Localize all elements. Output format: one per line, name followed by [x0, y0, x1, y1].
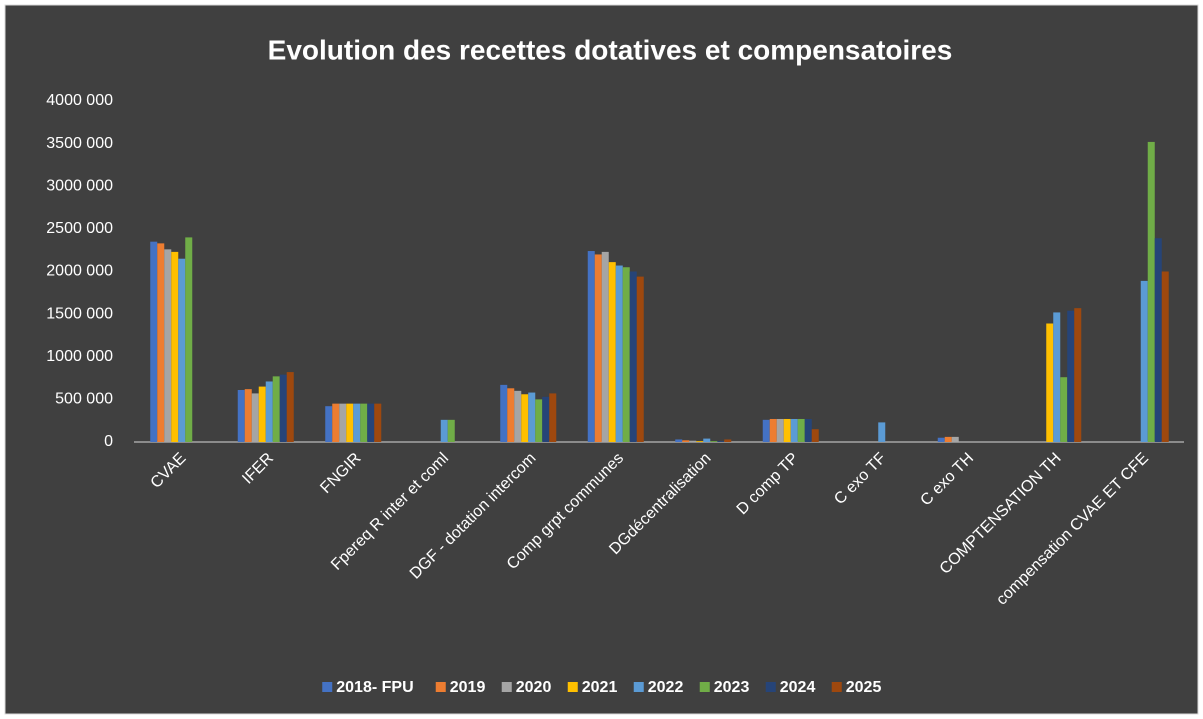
- bar: [440, 419, 448, 442]
- bar: [717, 441, 725, 442]
- bar: [1053, 312, 1061, 442]
- bar: [878, 422, 886, 442]
- bar: [783, 418, 791, 442]
- legend-swatch: [765, 682, 776, 692]
- y-tick-label: 1500 000: [46, 305, 113, 322]
- bar: [1161, 271, 1169, 442]
- bar: [258, 386, 266, 442]
- bar: [1046, 323, 1054, 442]
- y-tick-label: 500 000: [55, 391, 113, 408]
- bar: [346, 403, 354, 442]
- bar: [944, 436, 952, 442]
- bar: [279, 374, 287, 442]
- legend-swatch: [435, 682, 446, 692]
- bar: [790, 418, 798, 442]
- y-tick-label: 0: [104, 433, 113, 450]
- bar: [1147, 141, 1155, 443]
- bar: [244, 389, 252, 442]
- bar: [171, 251, 179, 442]
- bar: [265, 381, 273, 442]
- chart-title: Evolution des recettes dotatives et comp…: [268, 34, 953, 65]
- bar: [608, 262, 616, 442]
- bar: [937, 437, 945, 442]
- bar: [724, 439, 732, 442]
- bar: [325, 406, 333, 442]
- y-tick-label: 3000 000: [46, 177, 113, 194]
- bar: [601, 251, 609, 442]
- legend-label: 2019: [450, 679, 486, 696]
- bar: [1140, 280, 1148, 442]
- bar: [762, 419, 770, 442]
- y-tick-label: 1000 000: [46, 348, 113, 365]
- bar: [594, 254, 602, 442]
- bar: [507, 388, 515, 442]
- bar: [615, 265, 623, 442]
- bar: [237, 389, 245, 442]
- bar: [689, 440, 697, 442]
- legend-swatch: [567, 682, 578, 692]
- bar: [703, 438, 711, 442]
- bar: [367, 403, 375, 442]
- bar: [353, 403, 361, 442]
- bar: [696, 441, 704, 442]
- bar: [535, 399, 543, 442]
- bar: [514, 390, 522, 442]
- bar: [636, 276, 644, 442]
- bar: [682, 440, 690, 442]
- bar: [1067, 310, 1075, 442]
- bar: [374, 403, 382, 442]
- legend-swatch: [831, 682, 842, 692]
- bar: [951, 436, 959, 442]
- bar: [1074, 308, 1082, 442]
- legend-label: 2024: [780, 679, 816, 696]
- bar: [251, 393, 259, 442]
- legend-label: 2021: [582, 679, 618, 696]
- bar: [178, 258, 186, 442]
- bar: [164, 249, 172, 442]
- bar: [1060, 377, 1068, 442]
- bar: [500, 384, 508, 442]
- legend-swatch: [699, 682, 710, 692]
- bar: [797, 418, 805, 442]
- bar: [339, 403, 347, 442]
- bar: [185, 237, 193, 442]
- y-tick-label: 2000 000: [46, 263, 113, 280]
- bar: [157, 243, 165, 442]
- bar: [769, 418, 777, 442]
- legend-label: 2018- FPU: [336, 679, 413, 696]
- legend-label: 2023: [714, 679, 750, 696]
- bar: [150, 241, 158, 442]
- legend-swatch: [322, 682, 333, 692]
- bar: [360, 403, 368, 442]
- bar: [675, 439, 683, 442]
- legend-label: 2025: [846, 679, 882, 696]
- y-tick-label: 3500 000: [46, 135, 113, 152]
- bar: [332, 403, 340, 442]
- y-tick-label: 2500 000: [46, 220, 113, 237]
- bar: [272, 376, 280, 442]
- bar: [447, 419, 455, 442]
- bar: [286, 372, 294, 442]
- bar: [549, 393, 557, 442]
- legend-label: 2020: [516, 679, 552, 696]
- bar: [629, 271, 637, 442]
- bar: [776, 418, 784, 442]
- bar: [710, 441, 718, 442]
- legend-swatch: [501, 682, 512, 692]
- bar: [804, 418, 812, 442]
- bar: [587, 251, 595, 442]
- bar: [521, 394, 529, 442]
- y-tick-label: 4000 000: [46, 92, 113, 109]
- legend-swatch: [633, 682, 644, 692]
- bar: [1154, 238, 1162, 442]
- bar: [811, 429, 819, 442]
- legend-label: 2022: [648, 679, 684, 696]
- bar: [622, 267, 630, 442]
- bar: [542, 396, 550, 442]
- bar: [528, 392, 536, 442]
